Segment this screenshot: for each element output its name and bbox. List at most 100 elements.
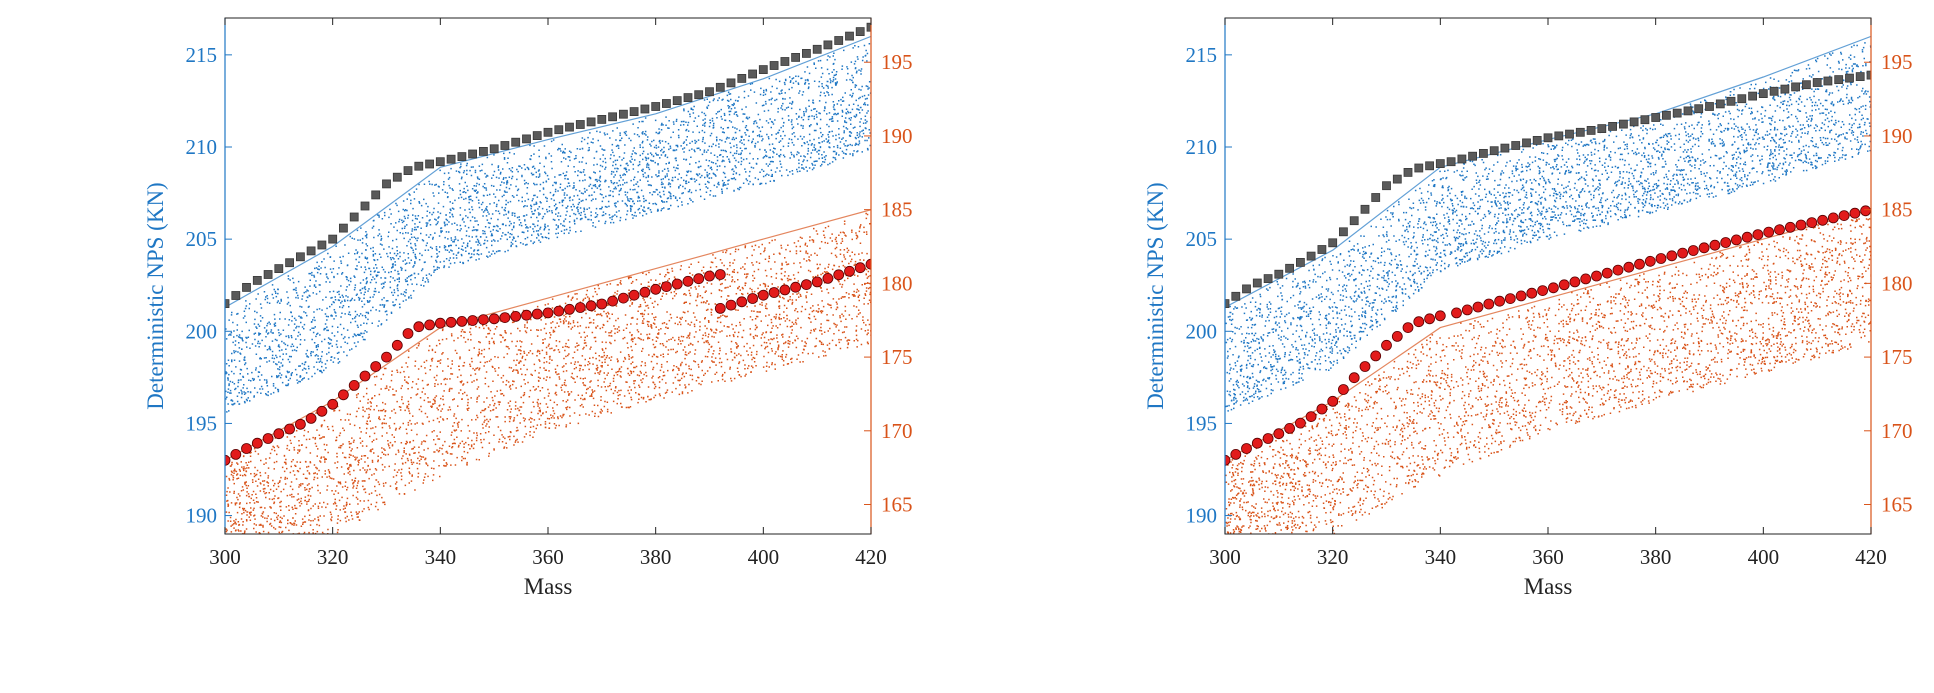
x-tick-label: 420 bbox=[1855, 545, 1887, 569]
frontier-square bbox=[1575, 127, 1585, 137]
frontier-circle bbox=[445, 316, 457, 328]
frontier-square bbox=[1758, 89, 1768, 98]
frontier-circle bbox=[1860, 205, 1871, 217]
red-circle-frontier bbox=[714, 258, 871, 314]
frontier-circle bbox=[1424, 313, 1436, 325]
frontier-square bbox=[1672, 108, 1682, 118]
gray-square-frontier bbox=[225, 22, 871, 309]
y-right-tick-label: 190 bbox=[1881, 124, 1913, 148]
frontier-square bbox=[554, 125, 564, 135]
frontier-square bbox=[834, 36, 844, 45]
deterministic-envelope bbox=[225, 35, 871, 308]
frontier-square bbox=[1683, 106, 1693, 116]
frontier-circle bbox=[305, 412, 317, 424]
frontier-circle bbox=[456, 315, 468, 327]
y-right-axis-label: NPS with reliability of βt=5 (KN) bbox=[933, 141, 934, 450]
frontier-circle bbox=[1262, 433, 1274, 444]
frontier-circle bbox=[1316, 403, 1328, 415]
red-circle-frontier bbox=[1225, 310, 1446, 466]
frontier-circle bbox=[1348, 372, 1360, 384]
frontier-circle bbox=[273, 428, 285, 440]
frontier-circle bbox=[833, 269, 845, 281]
frontier-circle bbox=[1515, 290, 1527, 302]
frontier-circle bbox=[542, 307, 554, 319]
frontier-circle bbox=[348, 379, 360, 391]
frontier-circle bbox=[1504, 293, 1516, 305]
frontier-circle bbox=[1849, 207, 1861, 219]
frontier-circle bbox=[1838, 210, 1850, 222]
frontier-circle bbox=[521, 309, 532, 321]
frontier-square bbox=[812, 44, 822, 54]
frontier-square bbox=[338, 223, 348, 233]
y-left-tick-label: 205 bbox=[1186, 227, 1218, 251]
frontier-circle bbox=[607, 295, 618, 307]
frontier-circle bbox=[337, 389, 349, 401]
frontier-square bbox=[791, 53, 800, 62]
frontier-circle bbox=[241, 443, 252, 454]
frontier-circle bbox=[1698, 242, 1710, 254]
plot-area bbox=[225, 22, 871, 534]
frontier-square bbox=[1651, 113, 1661, 122]
frontier-circle bbox=[1601, 267, 1613, 279]
frontier-circle bbox=[1666, 250, 1678, 262]
frontier-circle bbox=[262, 433, 274, 444]
frontier-circle bbox=[628, 289, 640, 301]
frontier-square bbox=[1263, 274, 1273, 284]
frontier-square bbox=[500, 141, 510, 150]
frontier-square bbox=[263, 270, 273, 279]
frontier-square bbox=[435, 157, 445, 167]
frontier-circle bbox=[1709, 239, 1721, 251]
y-right-tick-label: 195 bbox=[1881, 50, 1913, 74]
frontier-square bbox=[737, 74, 747, 83]
frontier-circle bbox=[1655, 253, 1667, 264]
frontier-square bbox=[855, 27, 865, 37]
frontier-square bbox=[1662, 110, 1671, 120]
frontier-square bbox=[1791, 82, 1800, 92]
frontier-circle bbox=[1494, 295, 1506, 307]
frontier-circle bbox=[822, 272, 834, 284]
frontier-circle bbox=[1795, 219, 1807, 231]
frontier-square bbox=[371, 190, 381, 200]
frontier-square bbox=[225, 299, 230, 309]
frontier-square bbox=[1619, 119, 1628, 129]
frontier-circle bbox=[391, 339, 403, 351]
red-circle-frontier bbox=[1451, 205, 1871, 319]
frontier-circle bbox=[714, 269, 726, 280]
frontier-circle bbox=[1337, 384, 1349, 395]
frontier-circle bbox=[801, 279, 812, 291]
x-tick-label: 320 bbox=[1317, 545, 1349, 569]
frontier-square bbox=[1457, 154, 1467, 164]
x-tick-label: 360 bbox=[532, 545, 564, 569]
frontier-circle bbox=[327, 398, 339, 410]
frontier-circle bbox=[413, 321, 425, 333]
frontier-square bbox=[1812, 78, 1822, 87]
frontier-square bbox=[1225, 299, 1230, 309]
frontier-circle bbox=[811, 276, 823, 288]
frontier-square bbox=[694, 90, 704, 100]
frontier-square bbox=[1468, 151, 1478, 161]
frontier-square bbox=[748, 69, 757, 79]
frontier-circle bbox=[381, 351, 392, 363]
frontier-circle bbox=[1273, 428, 1285, 440]
frontier-circle bbox=[1402, 322, 1414, 334]
frontier-square bbox=[575, 120, 585, 129]
frontier-circle bbox=[1526, 287, 1538, 299]
frontier-circle bbox=[467, 315, 479, 326]
frontier-circle bbox=[1230, 448, 1242, 460]
frontier-square bbox=[349, 212, 359, 222]
frontier-square bbox=[1780, 84, 1790, 94]
frontier-square bbox=[1317, 245, 1327, 254]
frontier-square bbox=[780, 57, 790, 66]
y-right-tick-label: 170 bbox=[881, 419, 913, 443]
y-left-tick-label: 190 bbox=[1186, 504, 1218, 528]
frontier-square bbox=[1629, 117, 1639, 127]
x-axis-label: Mass bbox=[524, 574, 573, 599]
scatter-chart-left: 300 320 340 360 380 400 420 190 195 200 205 210 215 1… bbox=[143, 17, 963, 599]
frontier-circle bbox=[531, 308, 543, 320]
frontier-square bbox=[403, 166, 413, 176]
frontier-circle bbox=[1251, 437, 1263, 449]
frontier-circle bbox=[1741, 231, 1753, 243]
frontier-circle bbox=[790, 281, 801, 293]
frontier-square bbox=[640, 104, 650, 114]
frontier-circle bbox=[574, 302, 586, 313]
